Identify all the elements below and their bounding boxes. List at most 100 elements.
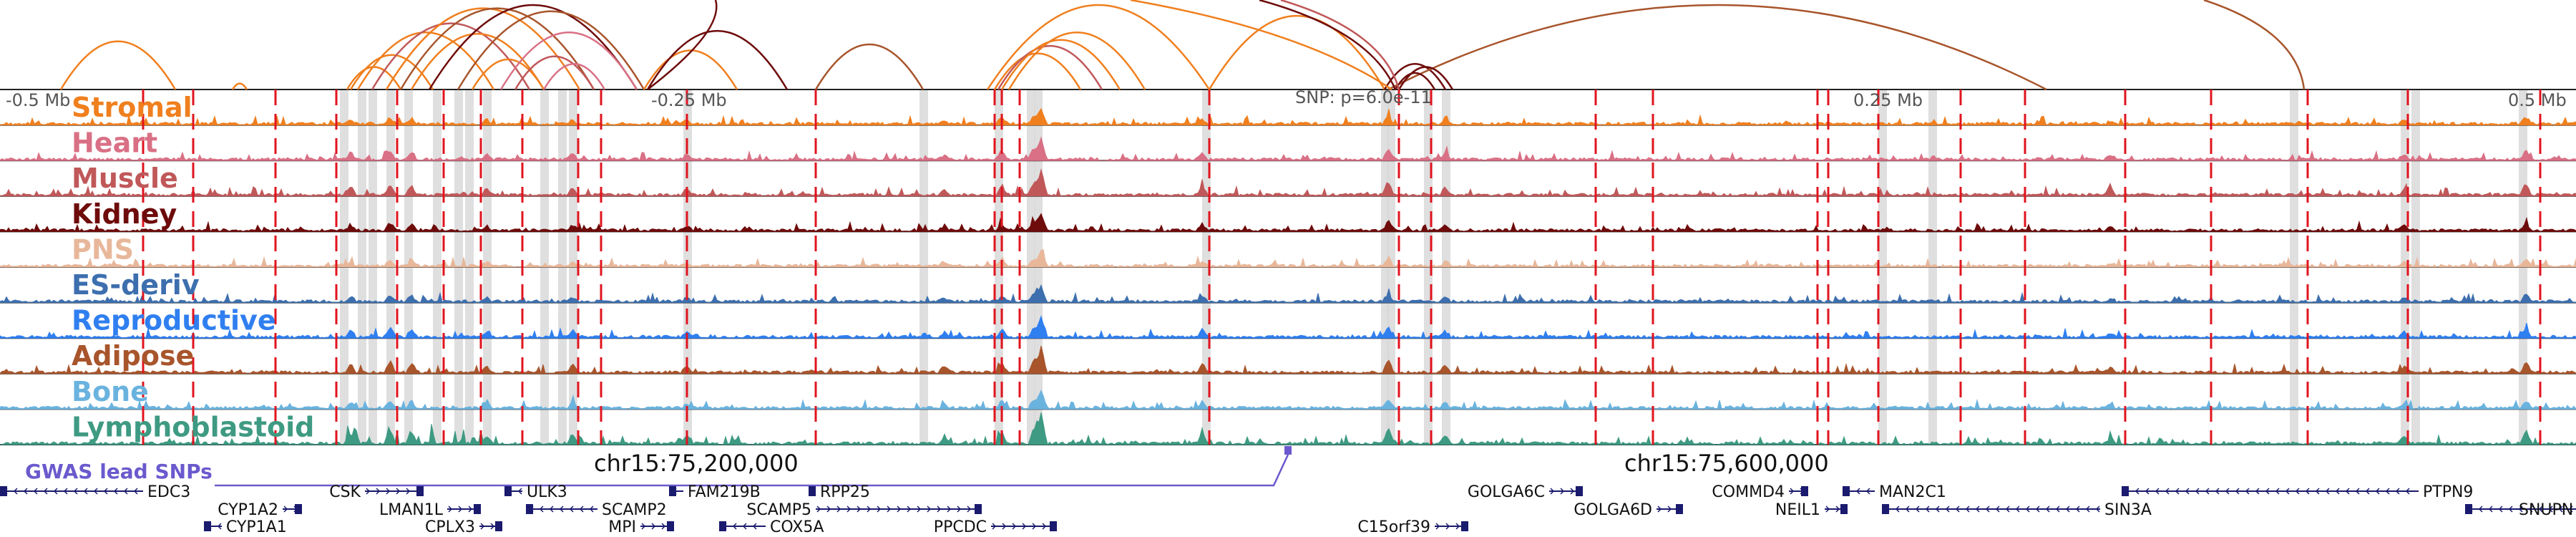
strand-arrow xyxy=(2478,505,2483,513)
gene-lman1l: LMAN1L xyxy=(379,501,481,519)
strand-arrow xyxy=(867,505,872,513)
loop-arc xyxy=(643,49,738,90)
strand-arrow xyxy=(742,523,747,530)
strand-arrow xyxy=(2245,488,2250,495)
coordinate-label-75200000: chr15:75,200,000 xyxy=(594,450,799,477)
track-label-heart: Heart xyxy=(72,127,157,159)
gene-label: COMMD4 xyxy=(1712,483,1785,501)
loop-arc xyxy=(1259,0,1397,90)
gene-exon xyxy=(667,521,674,531)
strand-arrow xyxy=(2095,505,2100,513)
gene-exon xyxy=(474,504,481,514)
gene-golga6d: GOLGA6D xyxy=(1574,501,1683,519)
strand-arrow xyxy=(661,523,666,530)
track-kidney xyxy=(0,213,2576,233)
gene-exon xyxy=(1050,521,1057,531)
strand-arrow xyxy=(967,505,972,513)
strand-arrow xyxy=(641,523,646,530)
track-signal xyxy=(0,345,2576,375)
strand-arrow xyxy=(1550,488,1555,495)
track-pns xyxy=(0,248,2576,268)
track-signal xyxy=(0,107,2576,126)
strand-arrow xyxy=(123,488,128,495)
loop-arc xyxy=(1130,0,1392,91)
gene-exon xyxy=(669,486,676,496)
strand-arrow xyxy=(2305,488,2310,495)
gene-exon xyxy=(0,486,7,496)
strand-arrow xyxy=(448,505,453,513)
strand-arrow xyxy=(2015,505,2020,513)
track-muscle xyxy=(0,168,2576,198)
strand-arrow xyxy=(468,505,473,513)
track-signal xyxy=(0,315,2576,339)
tick-label-plus-0.5mb: 0.5 Mb xyxy=(2508,90,2567,110)
strand-arrow xyxy=(2075,505,2080,513)
track-reproductive xyxy=(0,315,2576,339)
strand-arrow xyxy=(2325,488,2330,495)
gene-exon xyxy=(204,521,211,531)
strand-arrow xyxy=(2025,505,2030,513)
strand-arrow xyxy=(2295,488,2300,495)
strand-arrow xyxy=(2225,488,2230,495)
gene-label: LMAN1L xyxy=(379,501,444,519)
gene-label: PTPN9 xyxy=(2423,483,2473,501)
strand-arrow xyxy=(1955,505,1960,513)
strand-arrow xyxy=(2315,488,2320,495)
gene-label: COX5A xyxy=(770,518,824,536)
strand-arrow xyxy=(857,505,862,513)
gene-snupn: SNUPN xyxy=(2465,501,2576,519)
strand-arrow xyxy=(2488,505,2493,513)
strand-arrow xyxy=(1022,523,1027,530)
gene-exon xyxy=(504,486,512,496)
strand-arrow xyxy=(2355,488,2360,495)
gene-label: SCAMP5 xyxy=(746,501,811,519)
strand-arrow xyxy=(1985,505,1990,513)
strand-arrow xyxy=(2568,505,2573,513)
strand-arrow xyxy=(1945,505,1950,513)
loop-arc xyxy=(814,43,924,90)
strand-arrow xyxy=(2205,488,2210,495)
strand-arrow xyxy=(992,523,997,530)
track-label-muscle: Muscle xyxy=(72,163,178,194)
gene-exon xyxy=(975,504,982,514)
gene-golga6c: GOLGA6C xyxy=(1468,483,1583,501)
strand-arrow xyxy=(651,523,656,530)
gene-label: RPP25 xyxy=(820,483,870,501)
gene-label: GOLGA6D xyxy=(1574,501,1652,519)
strand-arrow xyxy=(1865,488,1870,495)
strand-arrow xyxy=(1002,523,1007,530)
strand-arrow xyxy=(2345,488,2350,495)
gene-exon xyxy=(295,504,302,514)
track-signal xyxy=(0,136,2576,162)
gene-label: C15orf39 xyxy=(1357,518,1430,536)
strand-arrow xyxy=(1905,505,1910,513)
track-heart xyxy=(0,136,2576,162)
strand-arrow xyxy=(1042,523,1047,530)
strand-arrow xyxy=(1012,523,1017,530)
strand-arrow xyxy=(1915,505,1920,513)
strand-arrow xyxy=(283,505,288,513)
loop-arc xyxy=(1397,66,1454,90)
track-signal xyxy=(0,168,2576,198)
gene-exon xyxy=(526,504,533,514)
strand-arrow xyxy=(907,505,912,513)
strand-arrow xyxy=(887,505,892,513)
loop-arc xyxy=(59,40,177,90)
gene-exon xyxy=(1882,504,1889,514)
strand-arrow xyxy=(2255,488,2260,495)
strand-arrow xyxy=(2538,505,2543,513)
strand-arrow xyxy=(1925,505,1930,513)
strand-arrow xyxy=(490,523,495,530)
strand-arrow xyxy=(2548,505,2553,513)
gwas-connector-line xyxy=(215,454,1289,487)
strand-arrow xyxy=(217,523,222,530)
strand-arrow xyxy=(957,505,962,513)
strand-arrow xyxy=(2185,488,2190,495)
strand-arrow xyxy=(816,505,821,513)
strand-arrow xyxy=(1835,505,1840,513)
gene-csk: CSK xyxy=(329,483,424,501)
strand-arrow xyxy=(2155,488,2160,495)
track-label-reproductive: Reproductive xyxy=(72,305,276,337)
gene-exon xyxy=(719,521,726,531)
